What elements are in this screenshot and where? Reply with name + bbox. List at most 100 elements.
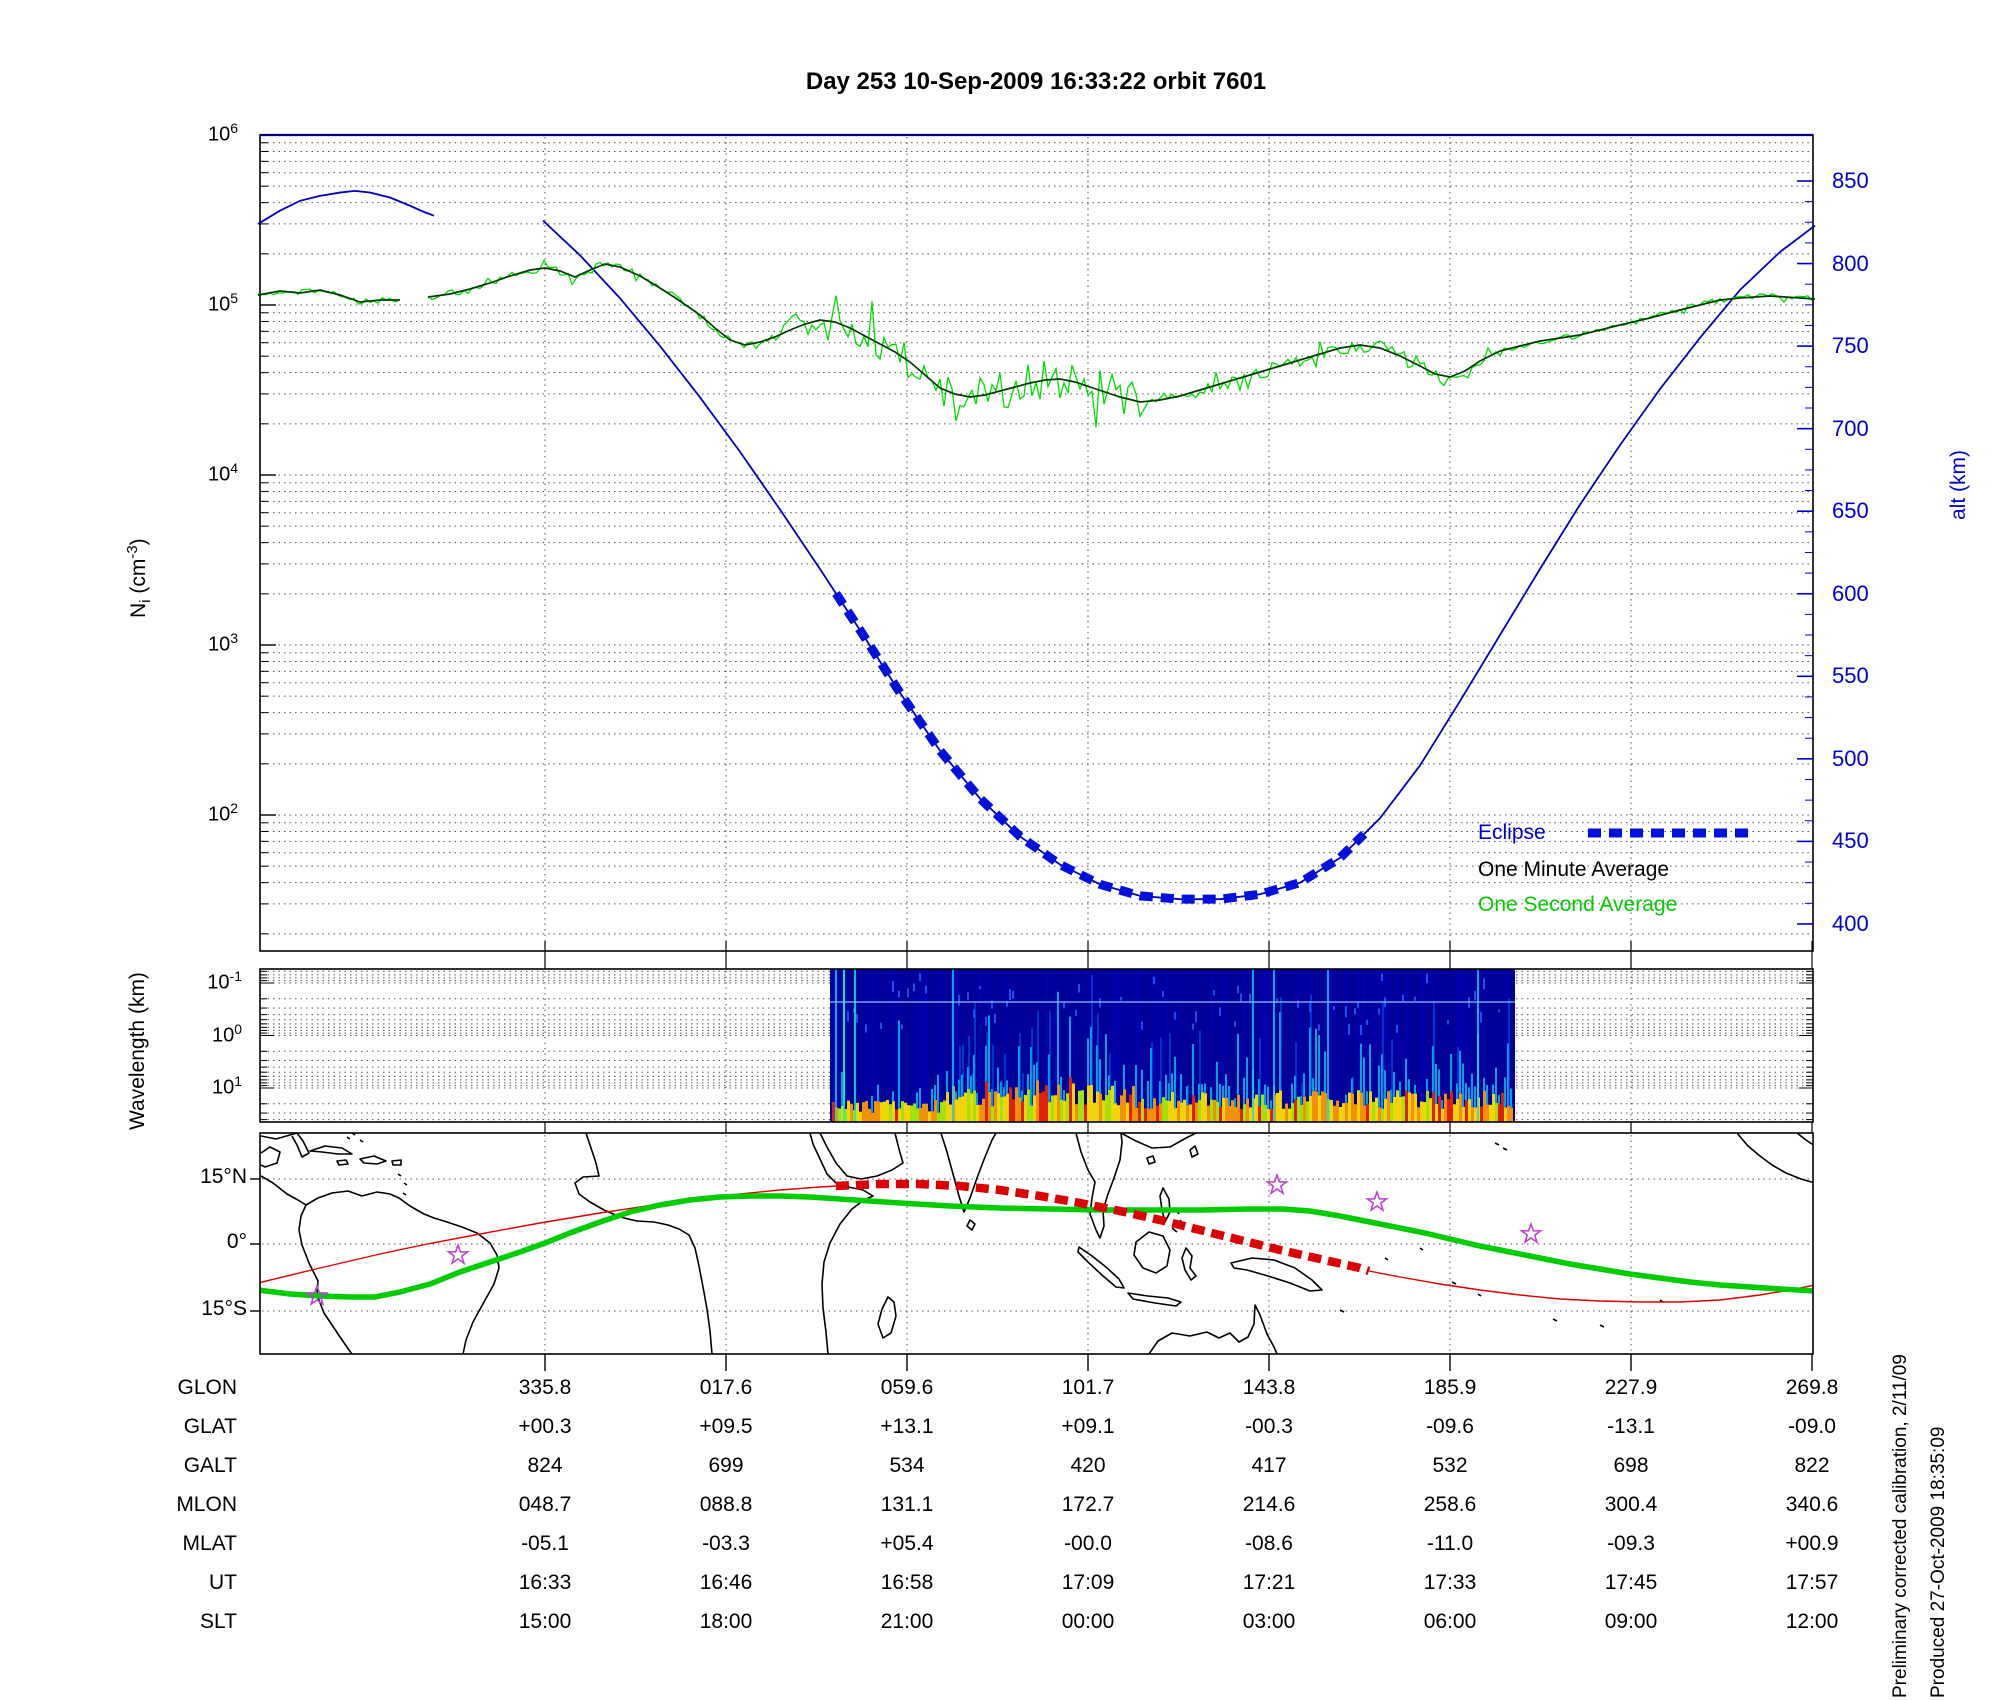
altitude-curve-arc (257, 190, 435, 225)
alt-tick-label: 550 (1832, 663, 1869, 689)
table-cell-mlon: 131.1 (880, 1493, 934, 1516)
table-cell-mlon: 088.8 (699, 1493, 753, 1516)
map-lat-label: 15°N (200, 1165, 247, 1188)
table-cell-glon: 227.9 (1604, 1376, 1658, 1399)
wavelength-panel-frame (259, 968, 1814, 1123)
table-cell-slt: 06:00 (1423, 1610, 1477, 1633)
density-panel-frame (259, 134, 1814, 952)
table-cell-mlon: 214.6 (1242, 1493, 1296, 1516)
table-cell-galt: 822 (1794, 1454, 1830, 1477)
wavelength-tick-label: 101 (211, 1073, 242, 1099)
ni-axis-label-sup: -3 (124, 545, 141, 559)
ni-axis-label-close: ) (127, 538, 150, 546)
legend-one-second-label: One Second Average (1478, 893, 1678, 916)
table-cell-glat: +09.5 (699, 1415, 753, 1438)
table-cell-glat: -09.0 (1788, 1415, 1836, 1438)
table-cell-glon: 335.8 (518, 1376, 572, 1399)
alt-tick-label: 400 (1832, 910, 1869, 936)
ni-tick-label: 105 (207, 290, 238, 316)
alt-tick-label: 500 (1832, 745, 1869, 771)
ground-station-star (1519, 1221, 1543, 1245)
table-cell-glon: 185.9 (1423, 1376, 1477, 1399)
table-cell-ut: 17:09 (1061, 1571, 1115, 1594)
map-lat-label: 0° (226, 1230, 247, 1253)
ni-tick-label: 103 (207, 630, 238, 656)
table-cell-mlat: -00.0 (1064, 1532, 1112, 1555)
ni-tick-label: 102 (207, 800, 238, 826)
table-cell-ut: 16:33 (518, 1571, 572, 1594)
alt-tick-label: 800 (1832, 250, 1869, 276)
alt-tick-label: 450 (1832, 828, 1869, 854)
world-map (260, 1133, 1813, 1354)
wavelength-tick-label: 10-1 (207, 968, 242, 994)
table-cell-mlat: -11.0 (1426, 1532, 1474, 1555)
table-cell-glat: -00.3 (1245, 1415, 1293, 1438)
one-minute-average-curve (257, 289, 400, 303)
annotation-produced: Produced 27-Oct-2009 18:35:09 (1928, 1426, 1949, 1698)
table-cell-glon: 101.7 (1061, 1376, 1115, 1399)
ni-tick-label: 104 (207, 460, 238, 486)
table-cell-mlat: +00.9 (1785, 1532, 1839, 1555)
table-cell-mlat: +05.4 (880, 1532, 934, 1555)
table-cell-slt: 03:00 (1242, 1610, 1296, 1633)
ground-station-star (1265, 1172, 1289, 1196)
alt-tick-label: 700 (1832, 415, 1869, 441)
alt-tick-label: 600 (1832, 580, 1869, 606)
table-row-label-slt: SLT (200, 1610, 237, 1633)
table-cell-glon: 269.8 (1785, 1376, 1839, 1399)
table-cell-glon: 059.6 (880, 1376, 934, 1399)
one-minute-average-curve (427, 263, 1816, 403)
table-row-label-glat: GLAT (183, 1415, 237, 1438)
table-cell-ut: 16:58 (880, 1571, 934, 1594)
table-cell-mlat: -03.3 (702, 1532, 750, 1555)
ni-axis-label-sub: i (137, 599, 155, 603)
table-cell-galt: 420 (1070, 1454, 1106, 1477)
wavelength-axis-label: Wavelength (km) (126, 972, 149, 1130)
ni-axis-label-unit: (cm (127, 558, 150, 600)
map-lat-label: 15°S (201, 1297, 247, 1320)
table-cell-galt: 698 (1613, 1454, 1649, 1477)
table-cell-mlon: 172.7 (1061, 1493, 1115, 1516)
one-second-average-curve (427, 259, 1813, 428)
table-cell-slt: 21:00 (880, 1610, 934, 1633)
figure-title: Day 253 10-Sep-2009 16:33:22 orbit 7601 (805, 68, 1267, 95)
alt-axis-label: alt (km) (1947, 450, 1970, 520)
table-row-label-galt: GALT (183, 1454, 237, 1477)
table-cell-slt: 15:00 (518, 1610, 572, 1633)
ni-axis-label-base: N (127, 602, 150, 618)
table-cell-galt: 417 (1251, 1454, 1287, 1477)
table-cell-glat: +13.1 (880, 1415, 934, 1438)
table-cell-ut: 17:57 (1785, 1571, 1839, 1594)
table-cell-galt: 824 (527, 1454, 563, 1477)
table-cell-glat: +00.3 (518, 1415, 572, 1438)
table-cell-mlat: -09.3 (1607, 1532, 1655, 1555)
table-cell-glat: -09.6 (1426, 1415, 1474, 1438)
table-cell-mlon: 340.6 (1785, 1493, 1839, 1516)
alt-tick-label: 850 (1832, 168, 1869, 193)
table-cell-galt: 699 (708, 1454, 744, 1477)
table-row-label-glon: GLON (177, 1376, 237, 1399)
table-cell-glat: -13.1 (1607, 1415, 1655, 1438)
ground-station-star (446, 1242, 470, 1266)
table-cell-glat: +09.1 (1061, 1415, 1115, 1438)
table-cell-galt: 534 (889, 1454, 925, 1477)
alt-tick-label: 650 (1832, 498, 1869, 524)
table-cell-mlat: -05.1 (521, 1532, 569, 1555)
legend-one-minute-label: One Minute Average (1478, 858, 1670, 881)
map-bg (260, 1133, 1813, 1354)
table-cell-mlon: 048.7 (518, 1493, 572, 1516)
altitude-curve (542, 219, 1816, 901)
legend-eclipse-label: Eclipse (1478, 821, 1546, 844)
map-panel-frame (259, 1132, 1814, 1355)
table-cell-slt: 09:00 (1604, 1610, 1658, 1633)
annotation-calibration: Preliminary corrected calibration, 2/11/… (1890, 1354, 1911, 1698)
table-cell-slt: 18:00 (699, 1610, 753, 1633)
table-row-label-ut: UT (209, 1571, 237, 1594)
alt-tick-label: 750 (1832, 333, 1869, 359)
table-cell-ut: 16:46 (699, 1571, 753, 1594)
ni-axis-label: Ni (cm-3) (124, 538, 154, 618)
table-cell-glon: 017.6 (699, 1376, 753, 1399)
ground-station-star (1365, 1189, 1389, 1213)
